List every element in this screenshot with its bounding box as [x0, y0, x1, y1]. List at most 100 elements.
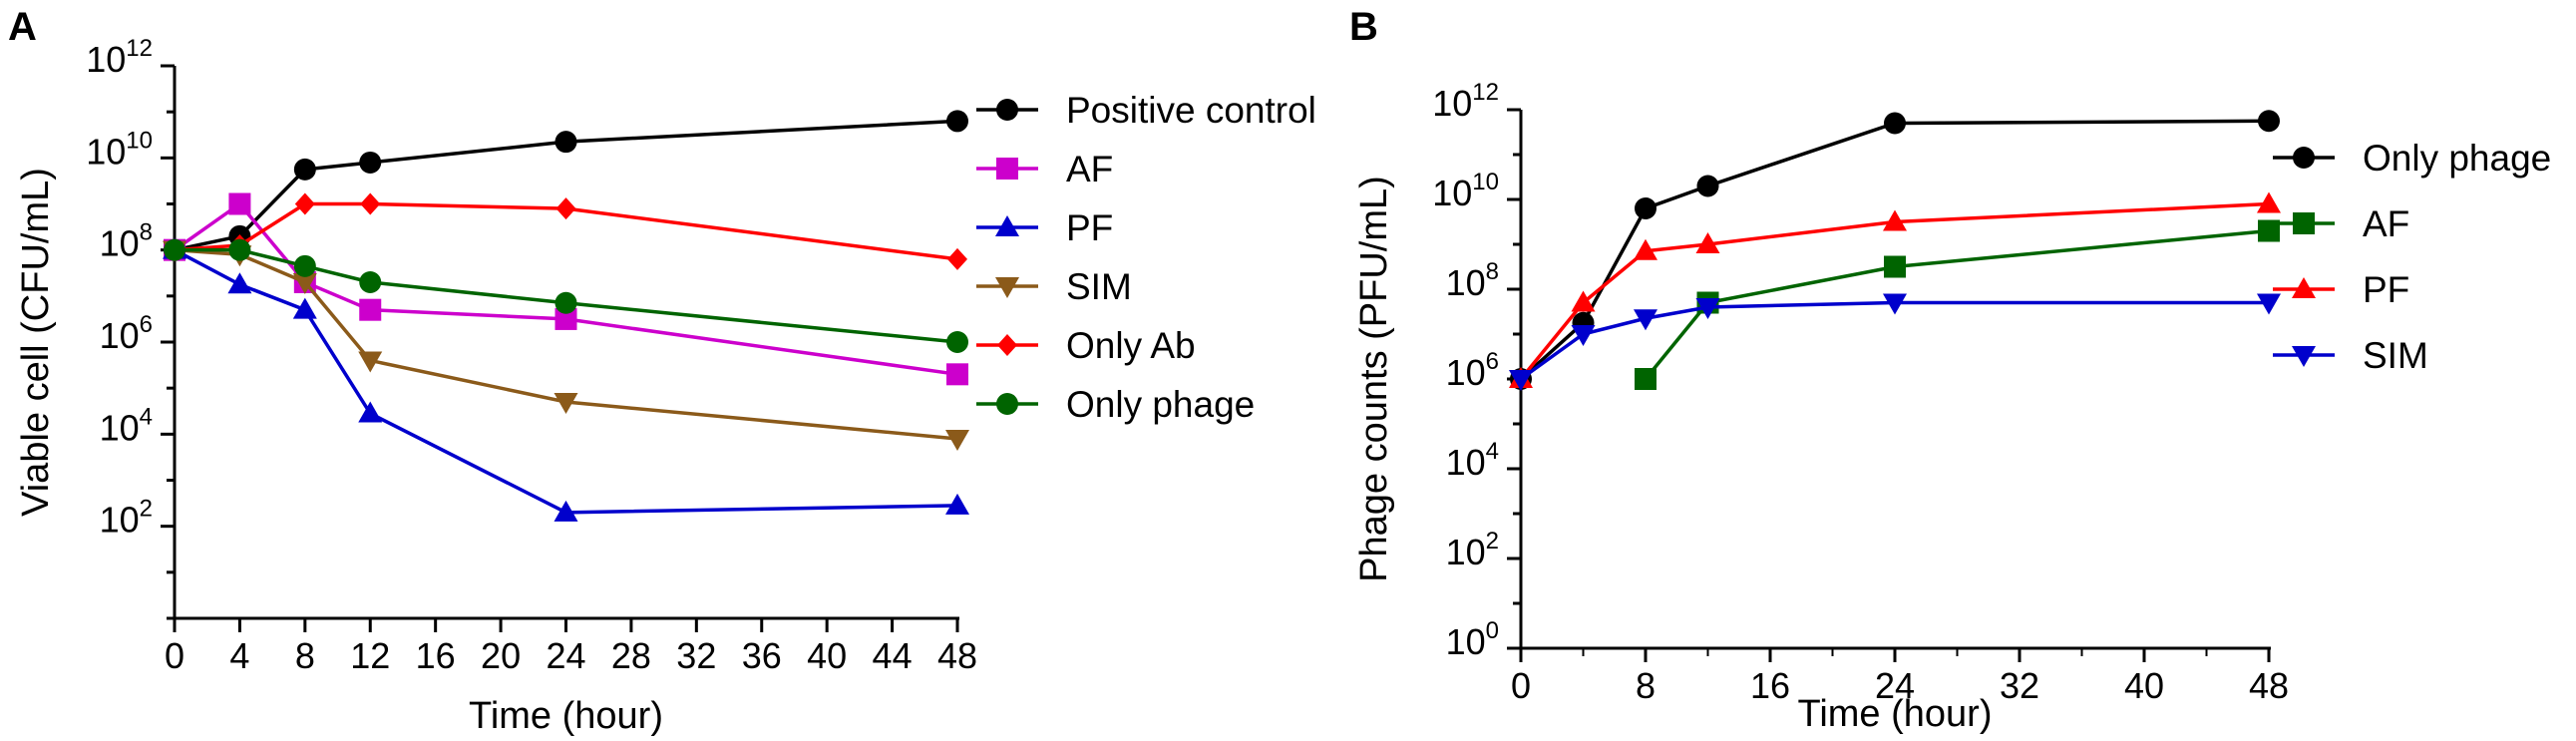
data-point	[553, 393, 578, 415]
data-point	[2257, 293, 2281, 315]
series-only-phage	[164, 238, 968, 353]
legend-label: SIM	[2363, 335, 2428, 376]
legend-entry: Only phage	[2273, 138, 2551, 179]
data-point	[1634, 238, 1657, 260]
y-tick-label: 100	[1446, 617, 1499, 662]
data-point	[1635, 368, 1656, 390]
x-tick-label: 8	[1636, 665, 1656, 706]
x-tick-label: 40	[807, 635, 847, 676]
series-line	[174, 248, 958, 515]
data-point	[292, 297, 317, 319]
y-tick-label: 106	[100, 311, 153, 356]
legend-label: PF	[1066, 207, 1113, 248]
x-tick-label: 8	[295, 635, 315, 676]
legend-label: AF	[2363, 203, 2409, 244]
data-point	[554, 291, 577, 314]
legend-entry: SIM	[976, 266, 1132, 307]
x-tick-label: 0	[165, 635, 184, 676]
data-point	[292, 272, 317, 294]
y-tick-label: 108	[1446, 258, 1499, 303]
legend-marker	[995, 215, 1019, 236]
legend-entry: Only phage	[976, 384, 1255, 425]
series-sim	[163, 240, 969, 451]
data-point	[1634, 309, 1657, 331]
legend-entry: PF	[976, 207, 1113, 248]
legend-marker	[995, 277, 1019, 298]
panel-a: A 0 4 8 12 16 20 24 28 32 36 40 44 48102104106108101…	[8, 5, 1316, 737]
x-tick-label: 0	[1511, 665, 1531, 706]
data-point	[1571, 325, 1596, 346]
y-tick-label: 1012	[86, 35, 153, 80]
x-tick-label: 36	[742, 635, 782, 676]
y-tick-label: 104	[100, 403, 153, 448]
series-line	[1519, 300, 2269, 381]
x-axis-label: Time (hour)	[1798, 693, 1993, 735]
data-point	[554, 307, 577, 330]
y-tick-label: 1010	[1432, 169, 1499, 213]
legend-label: Positive control	[1066, 90, 1316, 131]
x-tick-label: 16	[416, 635, 456, 676]
y-tick-label: 102	[1446, 528, 1499, 572]
x-tick-label: 28	[611, 635, 651, 676]
x-tick-label: 24	[1875, 665, 1915, 706]
data-point	[360, 192, 381, 215]
legend-marker	[996, 99, 1018, 121]
legend-entry: AF	[2273, 203, 2409, 244]
data-point	[359, 298, 382, 321]
panel-a-letter: A	[8, 5, 37, 49]
y-tick-label: 102	[100, 496, 153, 541]
data-point	[164, 238, 185, 261]
series-line	[174, 247, 958, 441]
data-point	[2258, 219, 2280, 242]
series-line	[1519, 119, 2270, 381]
series-pf	[163, 237, 969, 522]
legend-label: Only phage	[2363, 138, 2551, 179]
series-af	[1635, 219, 2280, 390]
panel-b-letter: B	[1349, 5, 1378, 49]
series-sim	[1509, 293, 2281, 391]
x-tick-label: 24	[546, 635, 585, 676]
data-point	[945, 429, 969, 451]
data-point	[228, 238, 251, 261]
legend-entry: AF	[976, 149, 1113, 189]
data-point	[358, 351, 383, 373]
x-tick-label: 20	[481, 635, 521, 676]
x-tick-label: 32	[676, 635, 716, 676]
x-tick-label: 48	[2249, 665, 2289, 706]
legend-marker	[2293, 147, 2315, 169]
data-point	[293, 254, 316, 277]
data-point	[1883, 209, 1907, 231]
x-axis-label: Time (hour)	[469, 695, 663, 737]
data-point	[358, 401, 383, 423]
series-only-phage	[1510, 110, 2280, 390]
data-point	[554, 131, 577, 154]
y-axis-label: Viable cell (CFU/mL)	[15, 168, 57, 517]
y-axis-label: Phage counts (PFU/mL)	[1353, 176, 1395, 582]
data-point	[1695, 232, 1720, 253]
legend-marker	[996, 393, 1018, 415]
data-point	[946, 331, 968, 353]
data-point	[293, 158, 316, 181]
data-point	[227, 272, 252, 294]
data-point	[1509, 370, 1533, 391]
data-point	[228, 192, 251, 215]
y-tick-label: 1012	[1432, 79, 1499, 124]
y-tick-label: 108	[100, 219, 153, 264]
legend-marker	[996, 158, 1018, 180]
legend-entry: PF	[2273, 269, 2409, 310]
series-pf	[1509, 191, 2281, 388]
legend-marker	[997, 334, 1017, 356]
data-point	[1883, 293, 1907, 315]
x-tick-label: 16	[1750, 665, 1790, 706]
y-tick-label: 1010	[86, 127, 153, 172]
data-point	[945, 493, 969, 515]
data-point	[555, 197, 576, 220]
data-point	[1635, 197, 1656, 219]
data-point	[1571, 290, 1596, 312]
data-point	[1696, 175, 1719, 197]
x-tick-label: 32	[2000, 665, 2039, 706]
legend-label: Only Ab	[1066, 325, 1196, 366]
series-line	[173, 201, 958, 377]
x-tick-label: 44	[873, 635, 913, 676]
